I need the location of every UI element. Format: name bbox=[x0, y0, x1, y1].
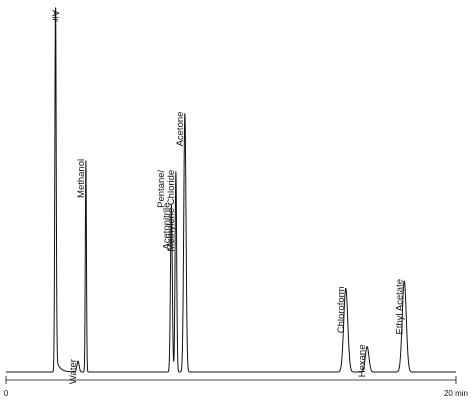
peak-label-line: Hexane bbox=[357, 345, 368, 378]
trace-line bbox=[5, 7, 457, 373]
peak-label-line: Acetonitrile bbox=[161, 203, 172, 250]
peak-labels: Air Water Methanol AcetonitrilePentane/Meth… bbox=[50, 10, 406, 384]
peak-label-hexane: Hexane bbox=[357, 345, 368, 378]
peak-label-line: Methylene Chloride bbox=[166, 170, 177, 252]
chromatogram-trace bbox=[5, 7, 457, 373]
peak-label-line: Ethyl Acetate bbox=[394, 279, 405, 334]
peak-label-line: Methanol bbox=[76, 159, 87, 198]
peak-label-line: Water bbox=[68, 359, 79, 384]
peak-label-pentane-methylene-chloride: Pentane/Methylene Chloride bbox=[156, 169, 177, 251]
x-tick-label-0: 0 bbox=[4, 389, 9, 398]
x-tick-label-1: 20 min bbox=[444, 389, 468, 398]
peak-label-water: Water bbox=[68, 359, 79, 384]
peak-label-line: Chloroform bbox=[336, 286, 347, 333]
peak-label-line: Air bbox=[50, 10, 61, 22]
peak-label-acetone: Acetone bbox=[175, 112, 186, 147]
peak-label-line: Acetone bbox=[175, 112, 186, 147]
x-axis: 0 20 min bbox=[4, 376, 468, 398]
peak-label-ethyl-acetate: Ethyl Acetate bbox=[394, 279, 405, 334]
peak-label-air: Air bbox=[50, 10, 61, 22]
peak-label-chloroform: Chloroform bbox=[336, 286, 347, 333]
peak-label-line: Pentane/ bbox=[156, 169, 167, 207]
peak-label-acetonitrile: Acetonitrile bbox=[161, 203, 172, 250]
peak-label-methanol: Methanol bbox=[76, 159, 87, 198]
